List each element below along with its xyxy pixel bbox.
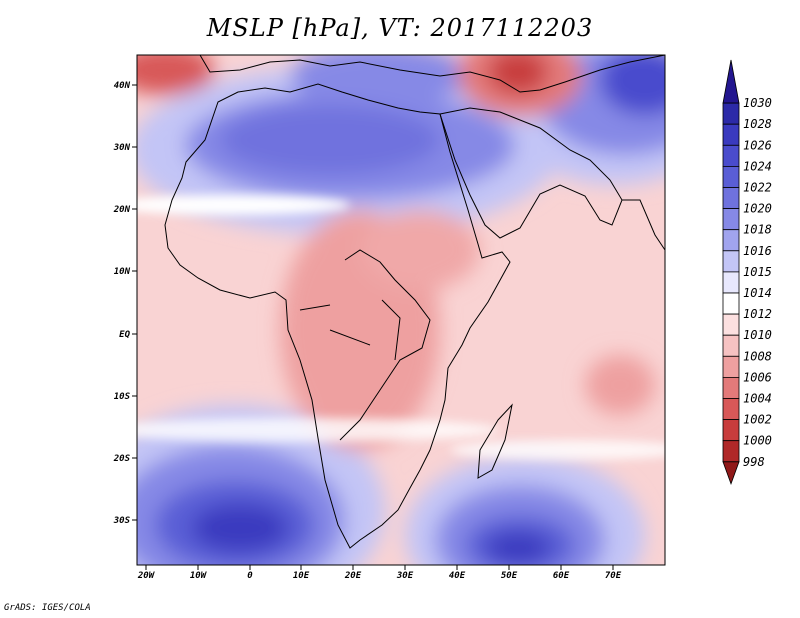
colorbar-label: 1015 (743, 265, 772, 279)
map-frame (136, 54, 666, 566)
colorbar-label: 998 (743, 455, 765, 469)
madagascar (477, 403, 513, 479)
colorbar-swatch (722, 165, 740, 188)
lat-label: 30N (113, 143, 131, 153)
lon-label: 10W (190, 571, 208, 581)
colorbar-label: 1024 (743, 159, 772, 173)
lat-label: 40N (114, 81, 131, 91)
colorbar-label: 1020 (743, 202, 772, 216)
colorbar-label: 1018 (743, 223, 772, 237)
lat-label: 20S (113, 454, 131, 464)
lon-label: 40E (449, 571, 466, 581)
pressure-field (137, 55, 665, 565)
colorbar-label: 1016 (743, 244, 772, 258)
colorbar: 1030 1028 1026 1024 1022 1020 1018 1016 1015 1014… (722, 59, 772, 485)
lat-label: EQ (119, 330, 130, 340)
map-title: MSLP [hPa], VT: 2017112203 (206, 14, 594, 42)
lon-label: 0 (247, 571, 253, 581)
colorbar-label: 1012 (743, 307, 772, 321)
colorbar-swatch (722, 313, 740, 336)
lon-label: 20E (344, 571, 362, 581)
africa-coastline (164, 83, 511, 549)
lon-label: 10E (293, 571, 310, 581)
grads-credit: GrADS: IGES/COLA (4, 603, 91, 613)
colorbar-swatch (722, 123, 740, 146)
arabia-coastline (439, 107, 623, 239)
colorbar-swatch (722, 355, 740, 378)
colorbar-swatch (722, 102, 740, 125)
lon-label: 20W (137, 571, 156, 581)
coastlines (164, 55, 665, 549)
europe-coastline (199, 55, 665, 93)
colorbar-swatch (722, 250, 740, 273)
borders (299, 249, 431, 441)
colorbar-label: 1006 (743, 370, 772, 384)
colorbar-label: 1008 (743, 349, 772, 363)
colorbar-label: 1028 (743, 117, 772, 131)
colorbar-swatch (722, 440, 740, 463)
latitude-labels: 40N 30N 20N 10N EQ 10S 20S 30S (113, 81, 137, 526)
colorbar-bottom-arrow (722, 461, 740, 485)
colorbar-label: 1022 (743, 181, 772, 195)
lat-label: 20N (113, 205, 131, 215)
colorbar-swatch (722, 398, 740, 421)
colorbar-swatch (722, 229, 740, 252)
colorbar-label: 1026 (743, 138, 772, 152)
colorbar-swatch (722, 271, 740, 294)
lat-label: 10N (114, 267, 131, 277)
longitude-labels: 20W 10W 0 10E 20E 30E 40E 50E 60E 70E (137, 565, 622, 581)
colorbar-swatch (722, 376, 740, 399)
colorbar-swatch (722, 208, 740, 231)
lon-label: 70E (605, 571, 622, 581)
lat-label: 10S (114, 392, 131, 402)
lon-label: 50E (501, 571, 518, 581)
colorbar-label: 1002 (743, 413, 772, 427)
india-coastline (622, 199, 665, 251)
lon-label: 60E (553, 571, 570, 581)
colorbar-top-arrow (722, 59, 740, 104)
lon-label: 30E (396, 571, 414, 581)
colorbar-swatch (722, 292, 740, 315)
colorbar-swatch (722, 419, 740, 442)
colorbar-label: 1010 (743, 328, 772, 342)
colorbar-swatch (722, 187, 740, 210)
colorbar-label: 1014 (743, 286, 772, 300)
colorbar-swatch (722, 334, 740, 357)
colorbar-label: 1004 (743, 392, 772, 406)
lat-label: 30S (113, 516, 131, 526)
colorbar-label: 1030 (743, 96, 772, 110)
colorbar-label: 1000 (743, 434, 772, 448)
colorbar-swatch (722, 144, 740, 167)
